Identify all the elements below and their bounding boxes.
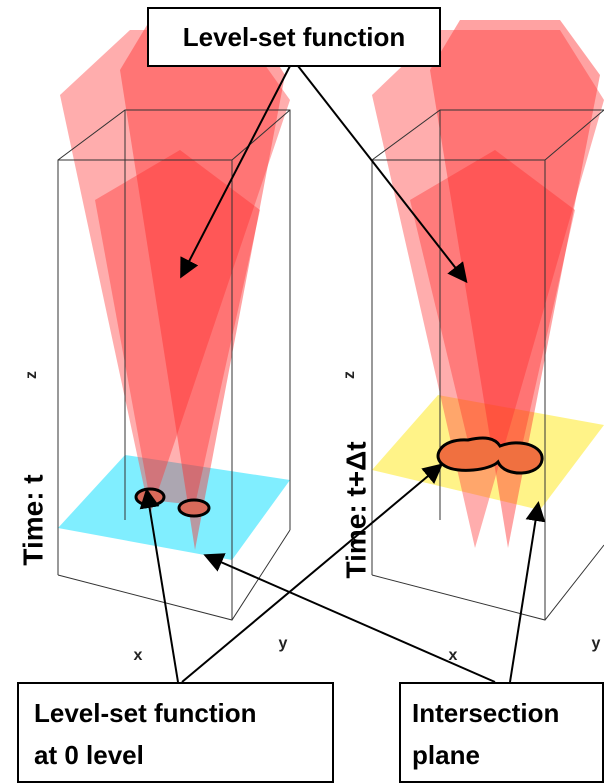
- callout-text: at 0 level: [34, 740, 144, 770]
- panel-left: Time: t z x y: [17, 20, 290, 664]
- zero-contour: [179, 500, 209, 516]
- zero-contour: [136, 489, 164, 505]
- callout-text: Level-set function: [34, 698, 256, 728]
- time-label: Time: t+Δt: [340, 441, 371, 578]
- panel-right: Time: t+Δt z x y: [340, 20, 604, 664]
- zero-contour: [438, 438, 542, 473]
- diagram: Time: t z x y Time: t+Δt z x y Level-set: [0, 0, 604, 783]
- axis-label: x: [134, 647, 143, 664]
- axis-label: z: [23, 371, 40, 379]
- callout-text: Level-set function: [183, 22, 405, 52]
- callout-text: Intersection: [412, 698, 559, 728]
- time-label: Time: t: [17, 474, 48, 565]
- axis-label: z: [341, 371, 358, 379]
- axis-label: y: [592, 635, 601, 652]
- axis-label: y: [279, 635, 288, 652]
- callout-text: plane: [412, 740, 480, 770]
